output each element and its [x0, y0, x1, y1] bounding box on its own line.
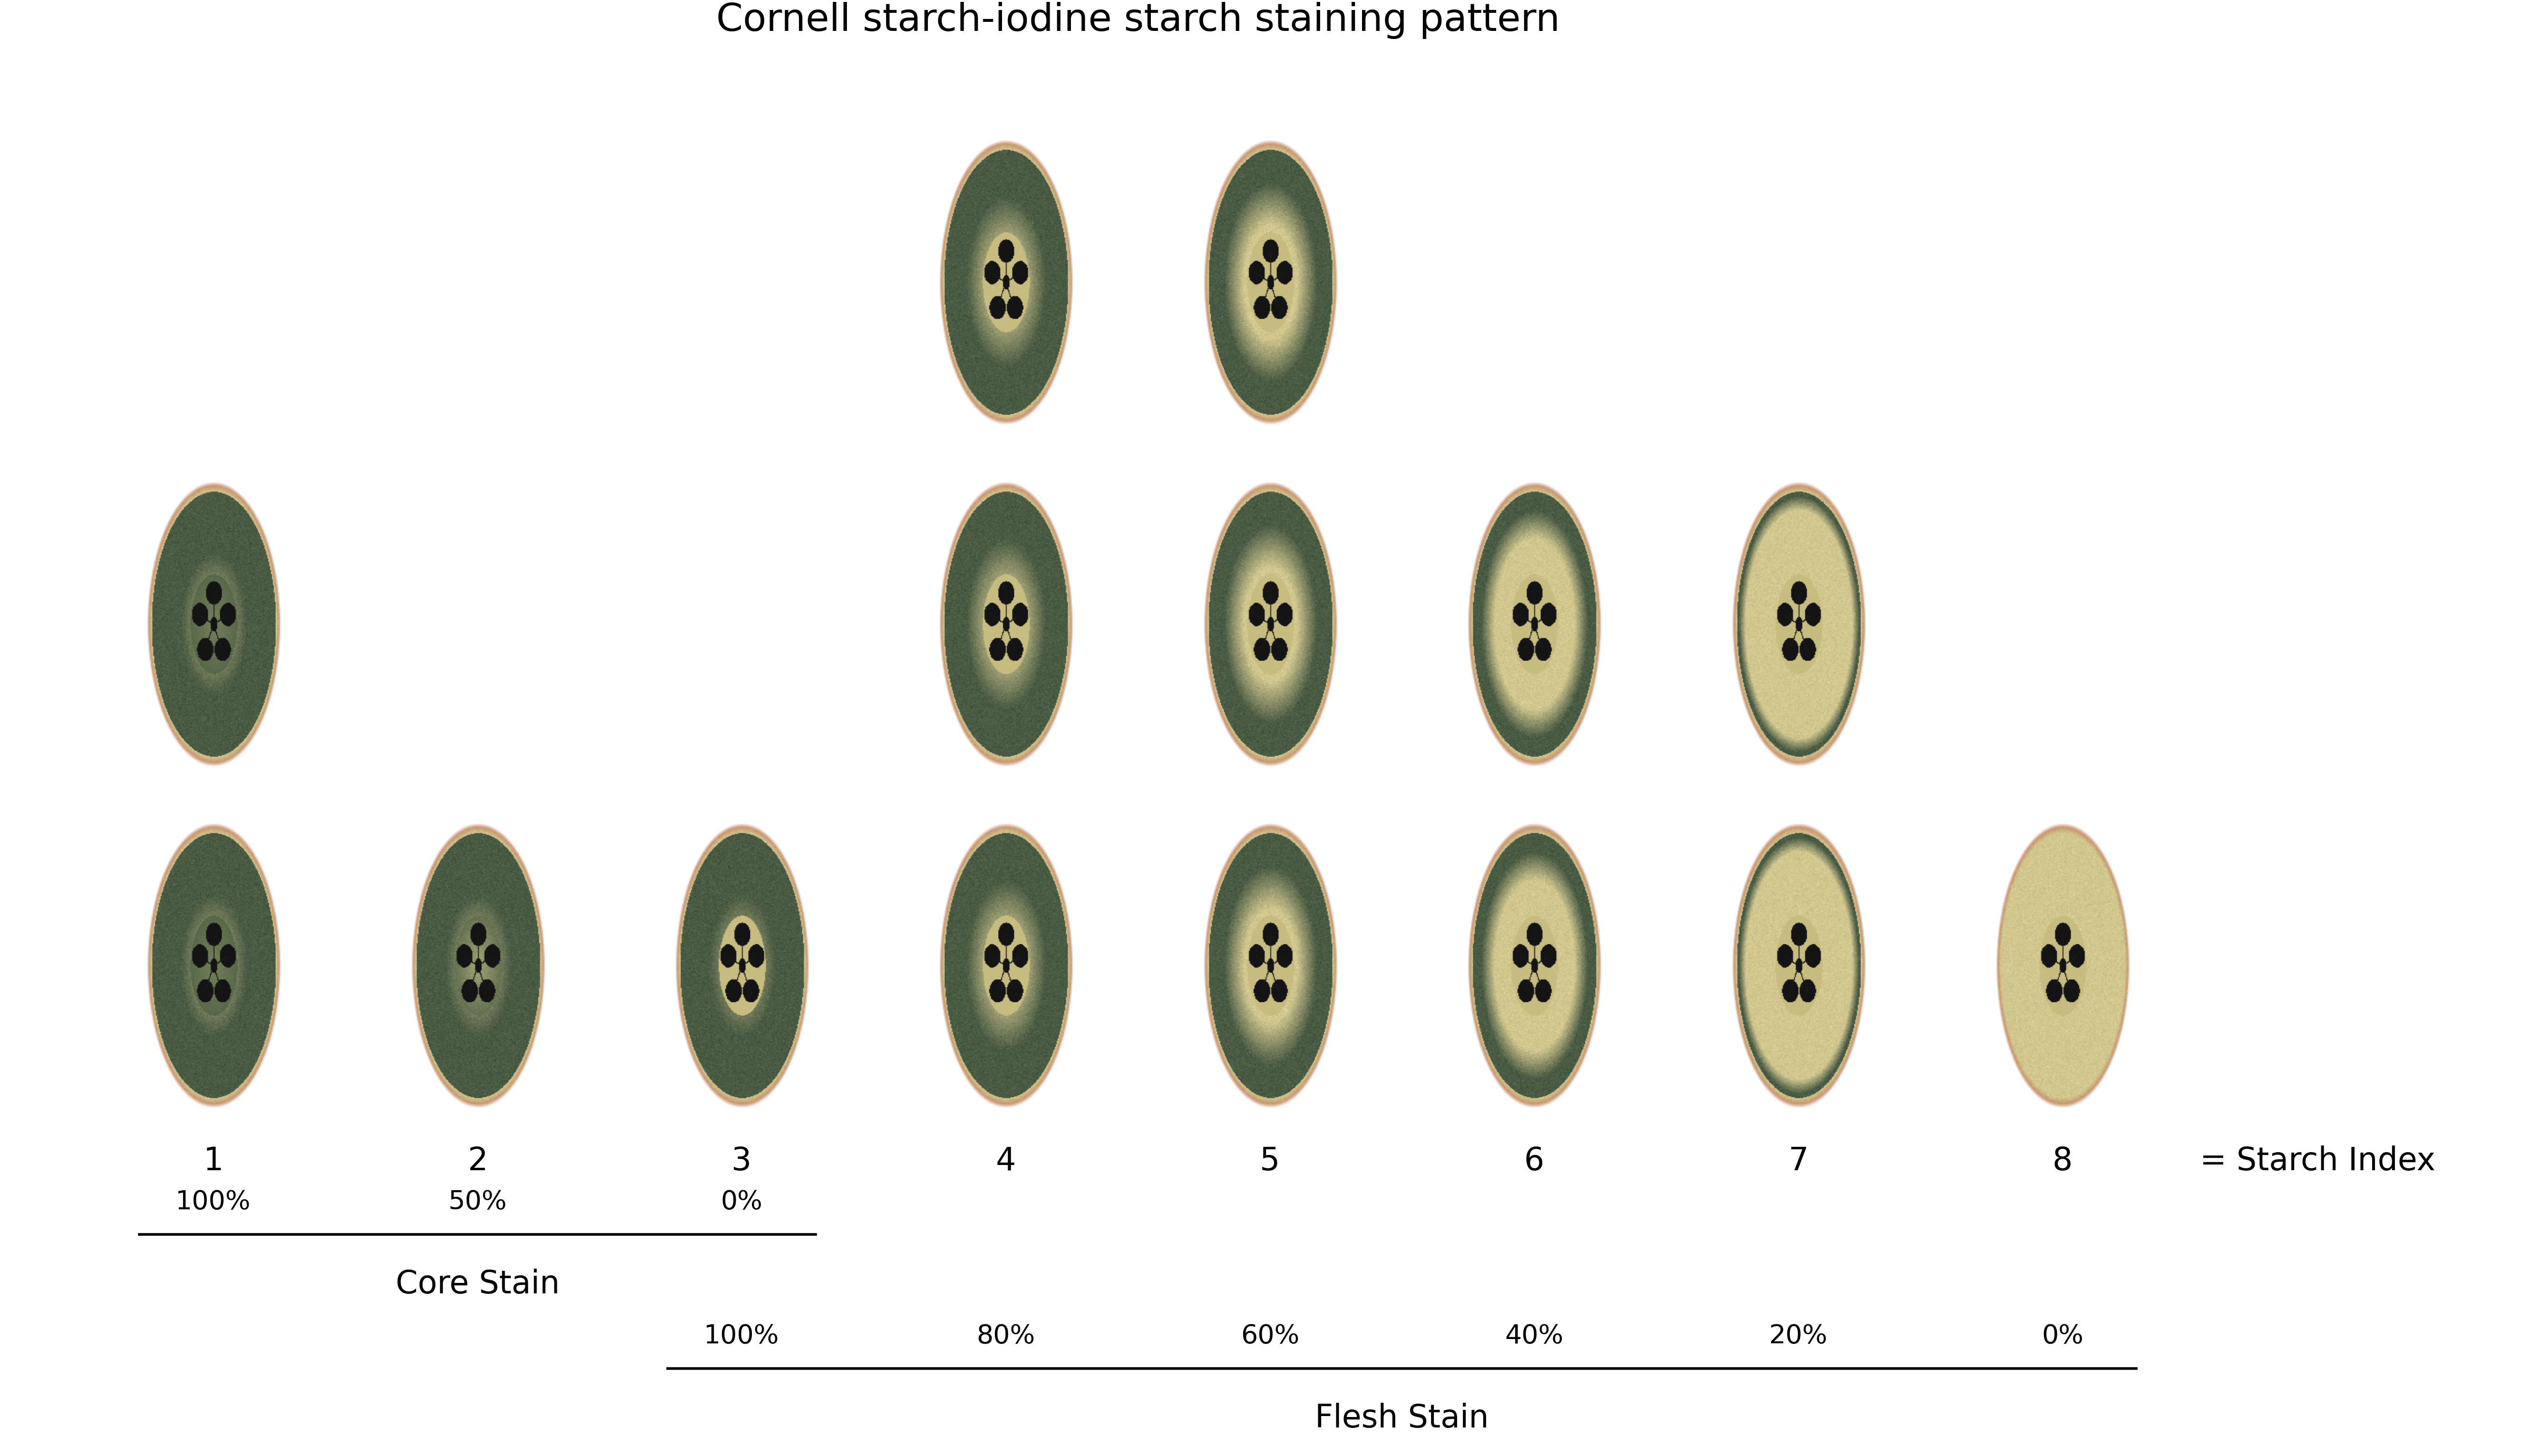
- Text: 8: 8: [2052, 1146, 2073, 1176]
- Text: 4: 4: [996, 1146, 1016, 1176]
- Text: 1: 1: [203, 1146, 224, 1176]
- Text: Flesh Stain: Flesh Stain: [1316, 1402, 1488, 1434]
- Text: 80%: 80%: [975, 1324, 1036, 1350]
- Text: 3: 3: [732, 1146, 752, 1176]
- Text: 60%: 60%: [1240, 1324, 1300, 1350]
- Text: Core Stain: Core Stain: [396, 1268, 559, 1300]
- Text: 50%: 50%: [447, 1190, 508, 1214]
- Text: 100%: 100%: [175, 1190, 251, 1214]
- Text: 20%: 20%: [1768, 1324, 1829, 1350]
- Text: = Starch Index: = Starch Index: [2200, 1146, 2436, 1176]
- Text: 7: 7: [1788, 1146, 1808, 1176]
- Text: Cornell starch-iodine starch staining pattern: Cornell starch-iodine starch staining pa…: [716, 1, 1560, 39]
- Text: 0%: 0%: [721, 1190, 762, 1214]
- Text: 6: 6: [1524, 1146, 1544, 1176]
- Text: 0%: 0%: [2042, 1324, 2083, 1350]
- Text: 5: 5: [1260, 1146, 1280, 1176]
- Text: 40%: 40%: [1504, 1324, 1565, 1350]
- Text: 2: 2: [467, 1146, 488, 1176]
- Text: 100%: 100%: [704, 1324, 780, 1350]
